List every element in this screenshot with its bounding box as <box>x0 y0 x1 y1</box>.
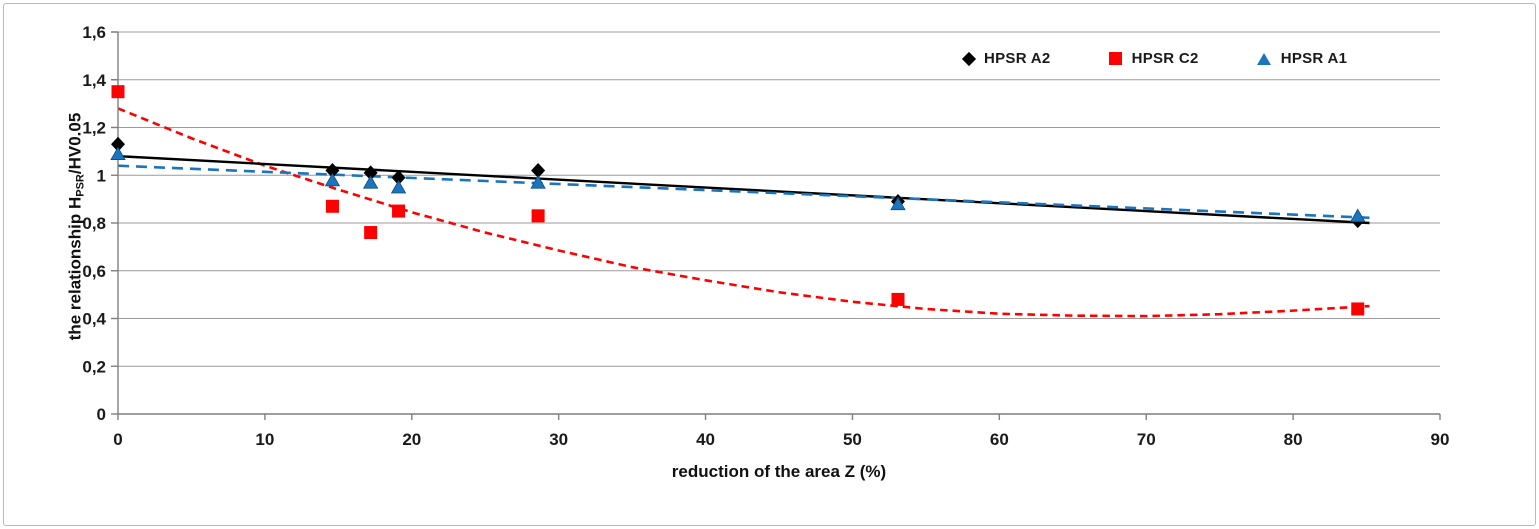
data-point-hpsr-a2 <box>391 170 406 186</box>
x-tick-label: 50 <box>843 430 862 449</box>
chart-canvas: 0 0,2 0,4 0,6 0,8 1 1,2 1,4 1,6 0 10 20 30 40 50 60 70 80… <box>82 23 1450 449</box>
x-tick-label: 20 <box>402 430 421 449</box>
y-tick-label: 1,6 <box>82 23 106 42</box>
x-tick-label: 10 <box>255 430 274 449</box>
data-point-hpsr-c2 <box>325 199 339 213</box>
data-point-hpsr-a1 <box>362 175 379 189</box>
data-point-hpsr-a2 <box>531 162 546 178</box>
data-point-hpsr-a1 <box>110 146 126 160</box>
data-point-hpsr-c2 <box>891 292 905 306</box>
data-point-hpsr-a1 <box>530 175 546 189</box>
legend-label: HPSR C2 <box>1131 50 1199 67</box>
y-axis-title-pre: the relationship H <box>65 196 85 341</box>
data-point-hpsr-c2 <box>531 209 545 223</box>
y-tick-label: 0,4 <box>82 310 106 329</box>
data-point-hpsr-a2 <box>363 165 378 181</box>
data-point-hpsr-c2 <box>1351 302 1365 316</box>
data-point-hpsr-c2 <box>392 204 406 218</box>
square-icon <box>1108 52 1122 65</box>
legend-item-hpsr-a1: HPSR A1 <box>1256 50 1348 67</box>
data-point-hpsr-a1 <box>890 196 906 211</box>
x-tick-label: 0 <box>113 430 122 449</box>
x-tick-label: 90 <box>1431 430 1450 449</box>
y-axis-title-subscript: PSR <box>74 174 87 197</box>
legend-item-hpsr-c2: HPSR C2 <box>1108 50 1199 67</box>
x-tick-label: 60 <box>990 430 1009 449</box>
legend-label: HPSR A1 <box>1280 50 1348 67</box>
legend-label: HPSR A2 <box>984 50 1051 67</box>
y-tick-label: 1,4 <box>82 71 106 90</box>
y-tick-label: 1,2 <box>82 119 106 138</box>
x-axis-title: reduction of the area Z (%) <box>671 462 887 481</box>
y-tick-label: 1 <box>97 166 106 185</box>
data-point-hpsr-a2 <box>111 136 125 152</box>
chart-figure: 0 0,2 0,4 0,6 0,8 1 1,2 1,4 1,6 0 10 20 30 40 50 60 70 80… <box>3 3 1536 526</box>
trendline-hpsr-a2 <box>117 154 1370 225</box>
data-point-hpsr-c2 <box>111 85 125 99</box>
y-tick-label: 0,2 <box>82 357 106 376</box>
y-axis-title-post: /HV0.05 <box>65 112 85 175</box>
data-point-hpsr-a2 <box>325 162 340 178</box>
x-tick-label: 80 <box>1284 430 1303 449</box>
data-point-hpsr-a1 <box>324 172 341 187</box>
legend-item-hpsr-a2: HPSR A2 <box>961 50 1051 67</box>
data-point-hpsr-a1 <box>1350 208 1366 223</box>
y-tick-label: 0,6 <box>82 262 106 281</box>
x-tick-label: 40 <box>696 430 715 449</box>
x-tick-label: 30 <box>549 430 568 449</box>
trendline-hpsr-a1 <box>117 164 1370 220</box>
y-axis-title: the relationship HPSR/HV0.05 <box>66 77 87 377</box>
triangle-icon <box>1256 52 1271 65</box>
x-tick-label: 70 <box>1137 430 1156 449</box>
data-point-hpsr-c2 <box>364 226 378 240</box>
trendline-hpsr-c2 <box>117 107 1370 318</box>
diamond-icon <box>961 51 977 66</box>
y-tick-label: 0 <box>97 405 106 424</box>
y-tick-label: 0,8 <box>82 214 106 233</box>
legend: HPSR A2 HPSR C2 HPSR A1 <box>961 50 1348 67</box>
data-point-hpsr-a1 <box>390 179 407 194</box>
